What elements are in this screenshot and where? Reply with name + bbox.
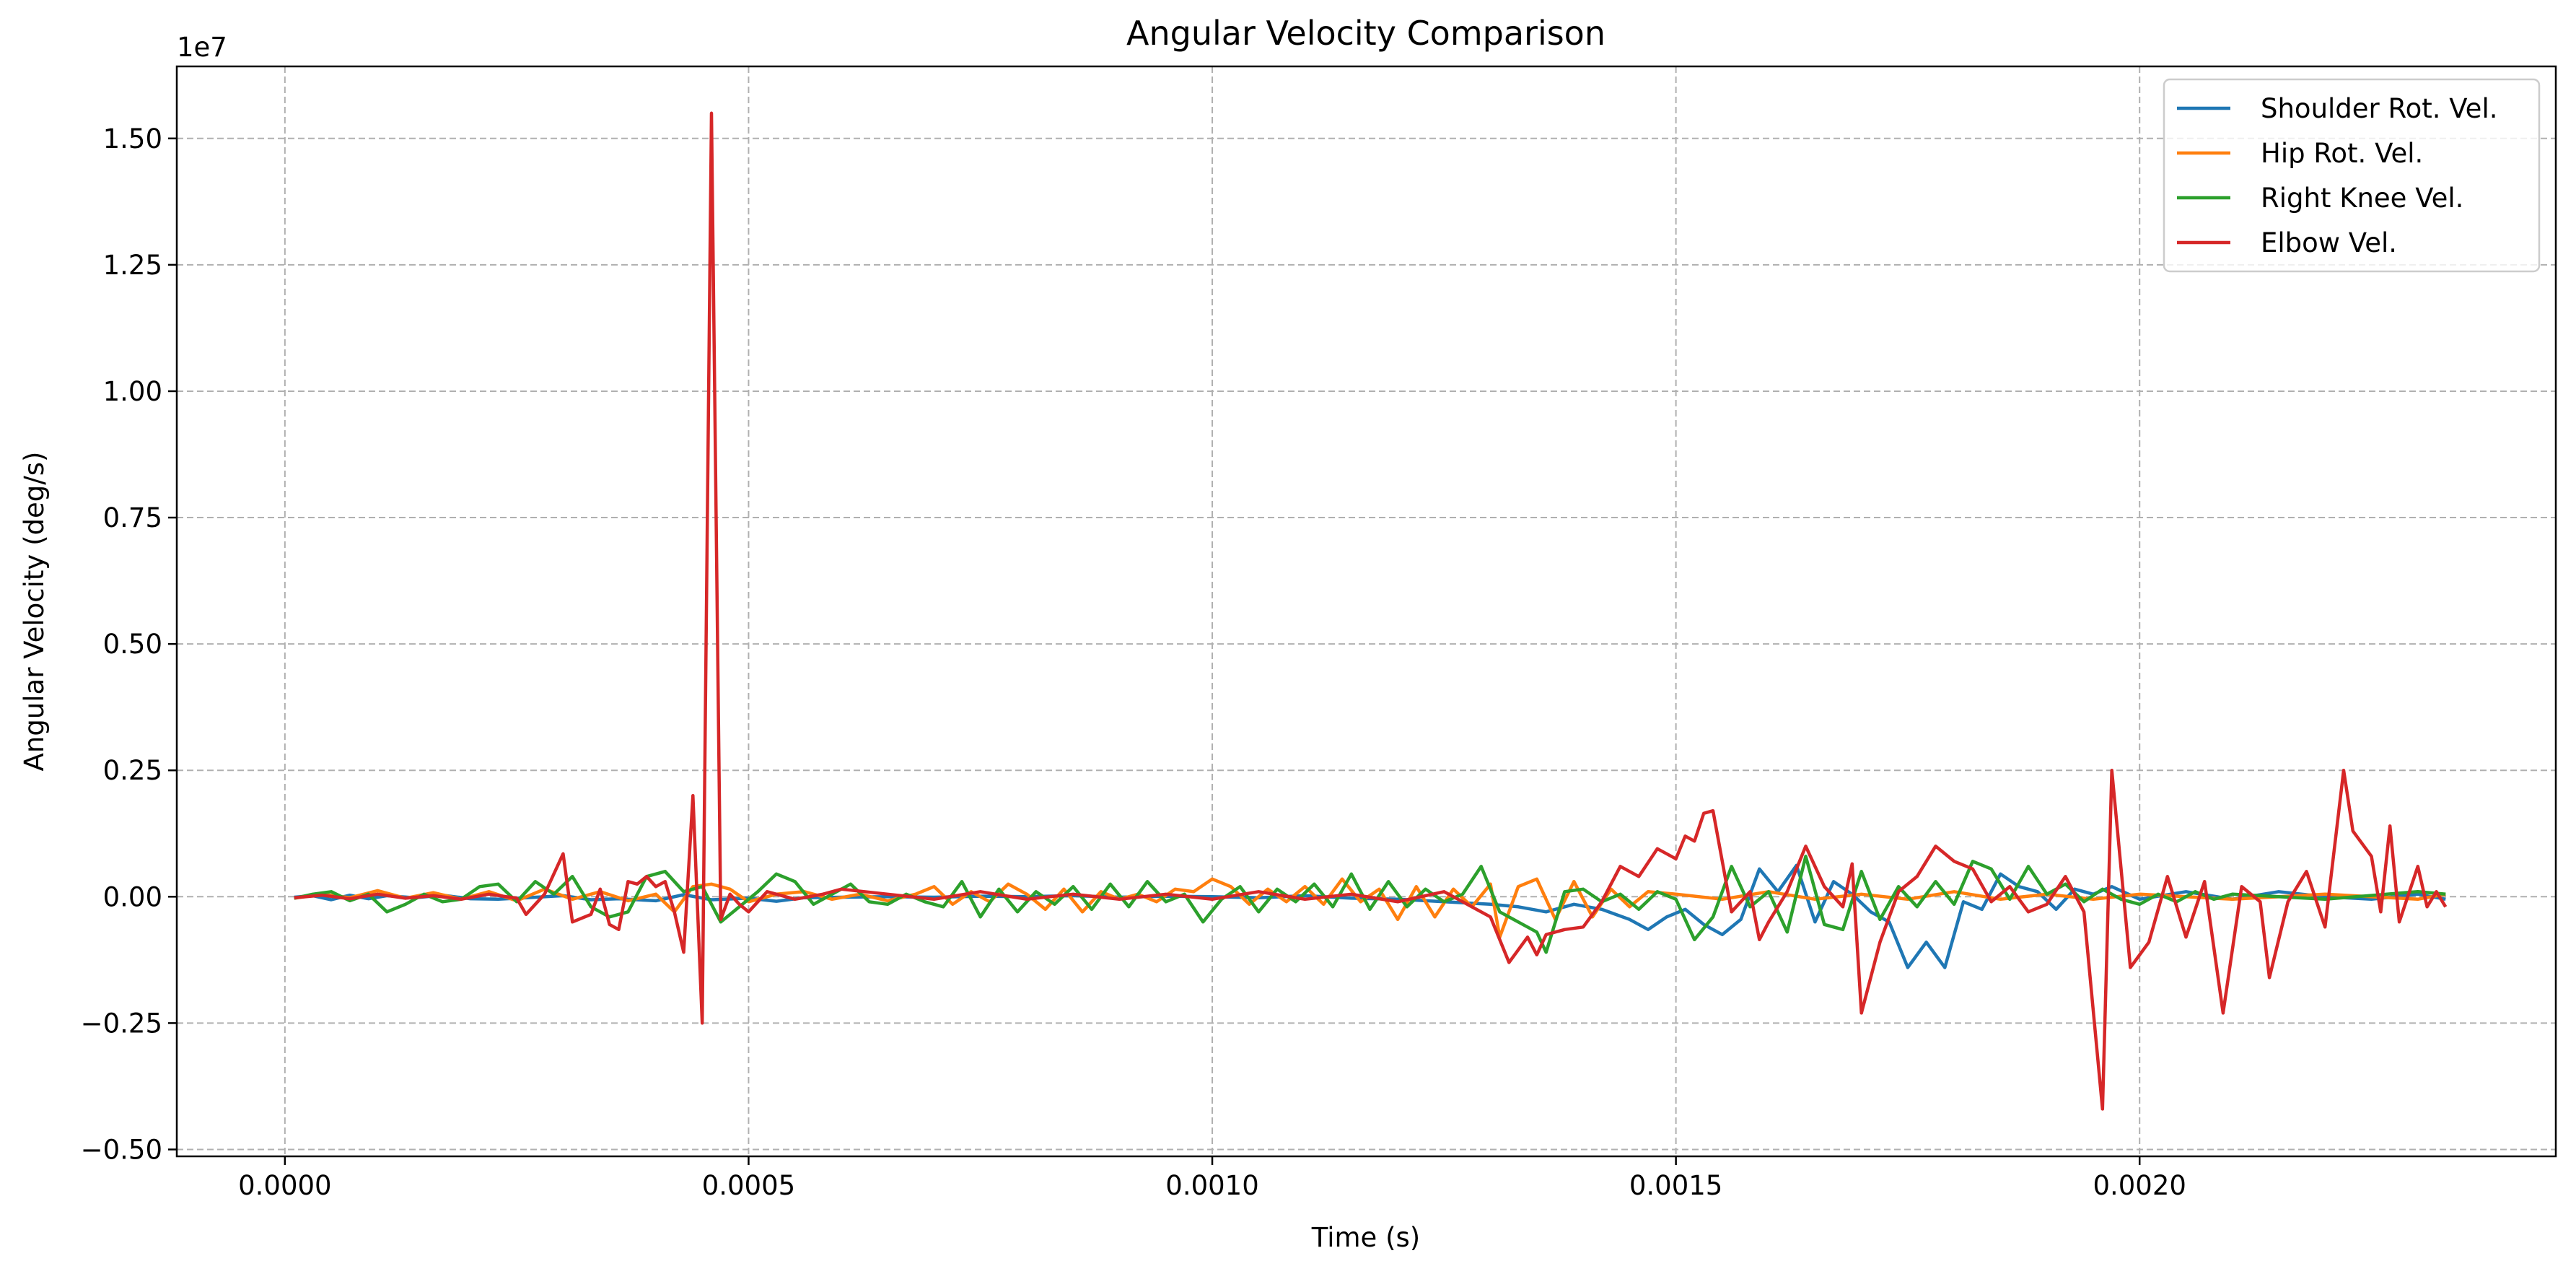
legend-label-shoulder-rot-vel: Shoulder Rot. Vel. (2261, 93, 2497, 124)
legend-label-elbow-vel: Elbow Vel. (2261, 227, 2397, 258)
x-tick-label: 0.0000 (238, 1170, 331, 1201)
y-tick-label: −0.50 (81, 1134, 162, 1165)
axis-ticks: 0.0000 0.0005 0.0010 0.0015 0.0020 −0.50 −0.25… (81, 123, 2186, 1201)
y-tick-label: 0.25 (103, 755, 162, 786)
y-tick-label: 1.50 (103, 123, 162, 154)
y-tick-label: 1.00 (103, 376, 162, 407)
legend-frame (2163, 78, 2541, 273)
legend: Shoulder Rot. Vel. Hip Rot. Vel. Right Kne… (2163, 78, 2541, 273)
y-axis-multiplier: 1e7 (177, 32, 227, 63)
chart-title: Angular Velocity Comparison (1126, 14, 1605, 53)
y-tick-label: −0.25 (81, 1008, 162, 1039)
y-axis-label: Angular Velocity (deg/s) (19, 452, 50, 772)
y-tick-label: 0.00 (103, 881, 162, 912)
y-tick-label: 0.75 (103, 502, 162, 533)
x-tick-label: 0.0020 (2093, 1170, 2186, 1201)
series-line-hip-rot-vel (294, 877, 2446, 939)
series-line-elbow-vel (294, 111, 2448, 1111)
x-axis-label: Time (s) (1311, 1222, 1420, 1253)
y-tick-label: 0.50 (103, 629, 162, 660)
legend-label-right-knee-vel: Right Knee Vel. (2261, 183, 2463, 214)
y-tick-label: 1.25 (103, 250, 162, 281)
series-line-right-knee-vel (294, 855, 2446, 954)
x-tick-label: 0.0010 (1165, 1170, 1258, 1201)
axes-frame (175, 65, 2557, 1158)
x-tick-label: 0.0005 (702, 1170, 795, 1201)
legend-label-hip-rot-vel: Hip Rot. Vel. (2261, 138, 2423, 169)
series-lines (294, 111, 2448, 1111)
x-tick-label: 0.0015 (1629, 1170, 1722, 1201)
